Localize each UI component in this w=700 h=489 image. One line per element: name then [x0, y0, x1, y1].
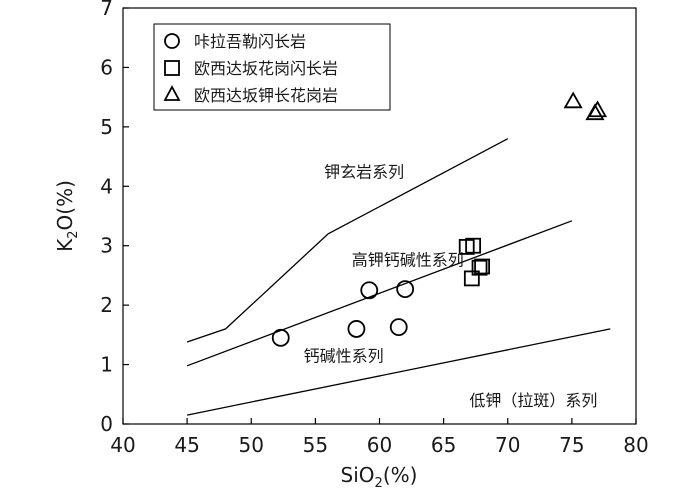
point-circle: [360, 281, 379, 300]
y-tick-label: 2: [100, 293, 113, 317]
y-axis-title-subscript: 2: [66, 230, 81, 238]
x-axis-title-rest: (%): [383, 463, 418, 487]
point-circle: [396, 280, 415, 298]
y-tick-label: 4: [100, 174, 113, 198]
x-tick-label: 60: [367, 433, 392, 457]
y-tick-label: 1: [100, 353, 113, 377]
point-square: [465, 237, 482, 254]
y-tick-label: 7: [100, 0, 113, 20]
y-tick-label: 0: [100, 412, 113, 436]
x-tick-label: 50: [239, 433, 264, 457]
x-tick-label: 55: [303, 433, 328, 457]
legend-triangle-marker: [163, 85, 181, 101]
field-label: 高钾钙碱性系列: [352, 250, 464, 269]
legend-label-granodiorite: 欧西达坂花岗闪长岩: [194, 59, 338, 78]
field-label: 钾玄岩系列: [324, 162, 404, 181]
legend-label-k-feldspar-granite: 欧西达坂钾长花岗岩: [194, 86, 338, 105]
y-axis-title-rest: O(%): [53, 180, 77, 230]
x-tick-label: 40: [110, 433, 135, 457]
x-tick-label: 70: [495, 433, 520, 457]
point-circle: [347, 320, 366, 338]
x-axis-title-base: SiO: [341, 463, 375, 487]
legend-circle-marker: [164, 33, 180, 49]
data-points: [271, 91, 608, 347]
x-tick-label: 75: [559, 433, 584, 457]
legend-box: [153, 23, 391, 111]
boundary-lines: [186, 138, 611, 416]
x-axis-title-subscript: 2: [375, 476, 383, 489]
boundary-line: [186, 328, 611, 416]
point-square: [471, 259, 488, 276]
point-circle: [271, 328, 290, 347]
field-label: 钙碱性系列: [304, 347, 384, 366]
boundary-line: [186, 220, 573, 367]
y-axis-title-base: K: [53, 238, 77, 252]
y-tick-label: 5: [100, 115, 113, 139]
x-tick-label: 45: [174, 433, 199, 457]
boundary-line: [186, 138, 509, 343]
field-label: 低钾（拉斑）系列: [469, 391, 597, 410]
point-triangle: [563, 91, 583, 109]
x-axis-title: SiO2(%): [341, 463, 418, 489]
legend-label-diorite: 咔拉吾勒闪长岩: [194, 32, 306, 51]
x-tick-label: 65: [431, 433, 456, 457]
y-tick-label: 3: [100, 234, 113, 258]
y-tick-label: 6: [100, 55, 113, 79]
x-tick-label: 80: [623, 433, 648, 457]
legend: 咔拉吾勒闪长岩 欧西达坂花岗闪长岩 欧西达坂钾长花岗岩: [153, 23, 391, 111]
y-axis-title: K2O(%): [53, 180, 81, 252]
point-square: [474, 258, 491, 275]
point-triangle: [587, 100, 608, 118]
legend-square-marker: [164, 60, 180, 76]
point-circle: [389, 318, 408, 337]
